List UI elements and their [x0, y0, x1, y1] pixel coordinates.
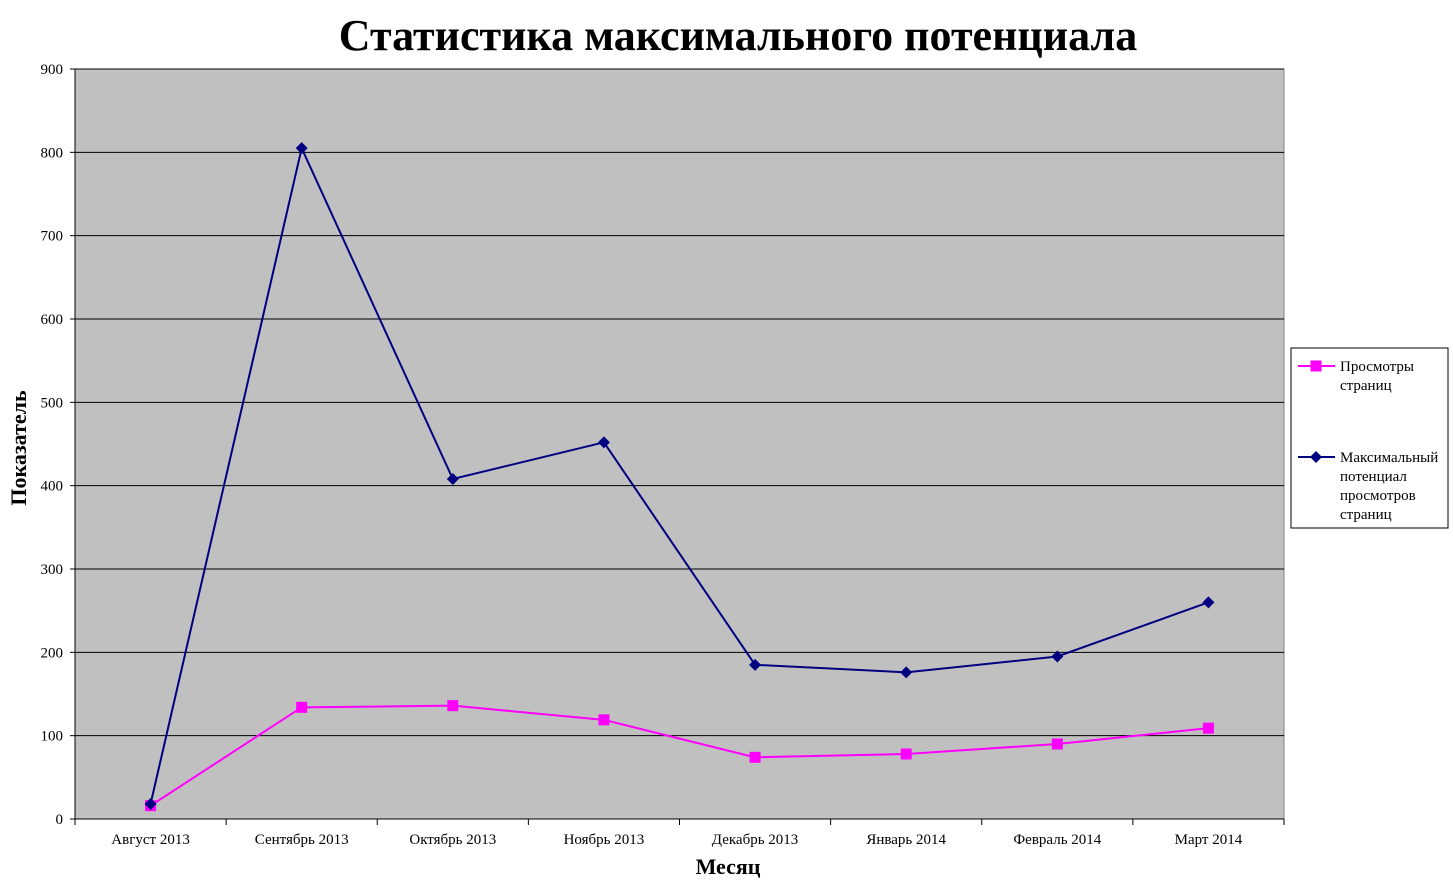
x-tick-label: Сентябрь 2013 [255, 832, 349, 848]
y-tick-label: 800 [41, 145, 64, 161]
y-tick-label: 900 [41, 62, 64, 78]
series-line-1 [149, 145, 1209, 805]
x-tick-label: Февраль 2014 [1013, 832, 1101, 848]
data-point [1202, 596, 1215, 609]
data-point [900, 666, 913, 679]
data-point [1051, 650, 1064, 663]
y-tick-label: 100 [41, 729, 64, 745]
y-tick-label: 400 [41, 479, 64, 495]
data-point [749, 751, 761, 763]
data-point [598, 714, 610, 726]
y-tick-label: 500 [41, 395, 64, 411]
legend-swatch-marker [1310, 360, 1322, 372]
series-line-0 [150, 704, 1209, 807]
plot-background [74, 68, 1285, 820]
y-tick-label: 300 [41, 562, 64, 578]
data-point [900, 748, 912, 760]
chart-title: Статистика максимального потенциала [339, 11, 1137, 60]
y-axis-label: Показатель [6, 390, 31, 506]
data-point [446, 473, 459, 485]
data-point [144, 798, 157, 810]
legend-label: страниц [1340, 378, 1392, 394]
data-point [1051, 738, 1063, 750]
y-tick-label: 700 [41, 229, 64, 245]
data-point [295, 142, 308, 155]
plot-area: 0 100 200 300 400 500 600 700 800 900 Август 2013 С… [41, 62, 1285, 848]
x-tick-label: Август 2013 [111, 832, 190, 848]
legend-swatch-marker [1310, 451, 1322, 463]
y-tick-label: 600 [41, 312, 64, 328]
data-point [1202, 722, 1214, 734]
legend-label: просмотров [1340, 488, 1416, 504]
y-tick-label: 200 [41, 645, 64, 661]
legend-label: потенциал [1340, 469, 1407, 485]
data-point [296, 701, 308, 713]
legend-label: Максимальный [1340, 450, 1438, 466]
legend-box [1290, 347, 1449, 529]
x-tick-label: Октябрь 2013 [409, 832, 496, 848]
data-point [447, 700, 459, 712]
legend-label: Просмотры [1340, 359, 1414, 375]
legend: Просмотры страниц Максимальный потенциал про… [1290, 347, 1449, 529]
legend-label: страниц [1340, 507, 1392, 523]
data-point [597, 436, 610, 449]
x-tick-label: Декабрь 2013 [712, 832, 799, 848]
x-tick-label: Март 2014 [1175, 832, 1243, 848]
data-point [749, 658, 762, 671]
x-axis-label: Месяц [696, 854, 761, 879]
x-tick-label: Ноябрь 2013 [564, 832, 645, 848]
x-tick-label: Январь 2014 [866, 832, 946, 848]
y-tick-label: 0 [56, 812, 64, 828]
